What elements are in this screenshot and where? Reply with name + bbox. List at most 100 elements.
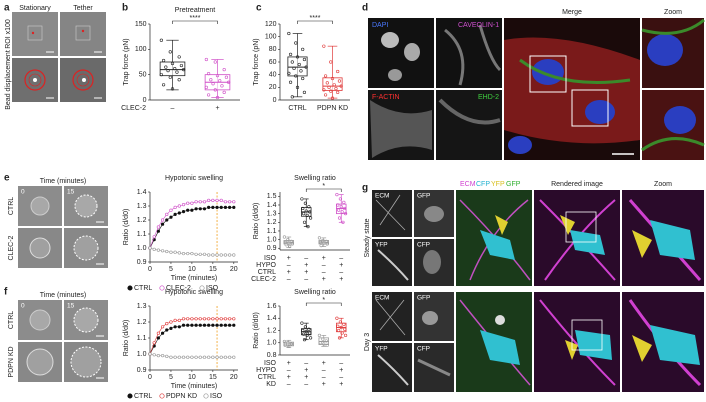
data-point: [341, 220, 345, 224]
data-point: [297, 62, 301, 67]
y-axis-label: Trap force (pN): [123, 38, 130, 85]
data-point: [209, 78, 213, 82]
condition-cell: +: [304, 262, 308, 269]
series-marker: [207, 198, 211, 202]
data-point: [206, 72, 211, 76]
series-marker: [215, 198, 219, 202]
series-marker: [232, 323, 236, 327]
data-point: [327, 85, 331, 89]
series-marker: [194, 200, 198, 204]
y-tick-label: 150: [135, 21, 147, 28]
y-tick-label: 60: [269, 59, 277, 66]
y-tick-label: 1.6: [267, 303, 277, 310]
series-marker: [160, 325, 165, 329]
panel-f-images: Time (minutes) 0 15 CTRL PDPN KD: [8, 292, 108, 382]
condition-cell: +: [322, 255, 326, 262]
data-point: [337, 216, 342, 220]
time-label: 15: [67, 303, 75, 310]
series-marker: [232, 355, 236, 359]
tile-label: YFP: [375, 242, 388, 249]
data-point: [182, 67, 186, 72]
data-point: [337, 336, 342, 340]
x-tick-label: PDPN KD: [317, 105, 348, 112]
series-marker: [228, 253, 232, 257]
condition-cell: –: [304, 276, 308, 283]
data-point: [342, 322, 346, 326]
data-point: [204, 57, 208, 62]
channel-label: GFP: [506, 181, 521, 188]
panel-label: g: [362, 183, 368, 194]
series-marker: [194, 252, 198, 256]
y-tick-label: 120: [265, 21, 277, 28]
data-point: [330, 96, 335, 100]
series-marker: [177, 355, 181, 359]
image-heading: Time (minutes): [40, 178, 86, 185]
data-point: [342, 200, 346, 204]
series-marker: [186, 252, 190, 256]
series-marker: [169, 326, 173, 331]
series-marker: [198, 252, 202, 256]
data-point: [307, 327, 311, 331]
series-marker: [228, 323, 232, 327]
data-point: [218, 79, 222, 83]
series-marker: [186, 355, 190, 359]
y-tick-label: 0.9: [267, 245, 277, 252]
series-marker: [160, 249, 165, 253]
y-tick-label: 40: [269, 72, 277, 79]
chart-title: Hypotonic swelling: [165, 289, 223, 296]
series-marker: [194, 355, 198, 359]
data-point: [325, 343, 329, 347]
series-marker: [181, 355, 186, 359]
series-marker: [223, 253, 228, 257]
tile-label: ECM: [375, 193, 389, 200]
data-point: [338, 320, 342, 324]
series-marker: [207, 323, 211, 327]
series-marker: [169, 320, 173, 324]
y-tick-label: 1.2: [137, 217, 147, 224]
data-point: [211, 82, 215, 86]
series-marker: [152, 341, 156, 345]
legend-marker: [199, 285, 205, 291]
series-marker: [165, 212, 169, 216]
series-marker: [181, 317, 186, 321]
series-marker: [152, 247, 156, 251]
condition-cell: +: [304, 374, 308, 381]
data-point: [222, 90, 226, 94]
series-marker: [198, 355, 202, 359]
panel-label: d: [362, 3, 368, 14]
y-tick-label: 1.5: [267, 193, 277, 200]
data-point: [300, 321, 304, 325]
series-marker: [181, 252, 186, 256]
data-point: [304, 330, 308, 334]
significance-bracket: [305, 188, 342, 192]
y-tick-label: 0.8: [267, 352, 277, 359]
series-marker: [152, 353, 156, 357]
series-marker: [173, 355, 177, 359]
series-marker: [160, 331, 165, 335]
data-point: [302, 220, 307, 224]
legend-marker: [159, 285, 165, 291]
series-marker: [186, 201, 190, 205]
y-tick-label: 0.9: [137, 367, 147, 374]
significance-label: ****: [190, 15, 201, 22]
series-marker: [169, 215, 173, 219]
series-marker: [169, 250, 173, 254]
tile-label: YFP: [375, 346, 388, 353]
data-point: [295, 85, 300, 89]
data-point: [213, 88, 217, 92]
x-tick-label: +: [215, 105, 219, 112]
data-point: [287, 71, 291, 75]
channel-label: ECM: [460, 181, 476, 188]
series-marker: [148, 246, 152, 250]
data-point: [335, 316, 339, 320]
panel-a-images: Stationary Tether ROI x100 Bead displace…: [5, 5, 106, 110]
tile-label: CAVEOLIN-1: [458, 22, 499, 29]
data-point: [204, 85, 208, 89]
series-marker: [202, 200, 207, 204]
series-marker: [173, 212, 177, 216]
series-marker: [215, 205, 219, 209]
series-marker: [228, 355, 232, 359]
data-point: [161, 83, 166, 87]
series-marker: [181, 210, 186, 214]
legend-label: CTRL: [134, 285, 152, 292]
